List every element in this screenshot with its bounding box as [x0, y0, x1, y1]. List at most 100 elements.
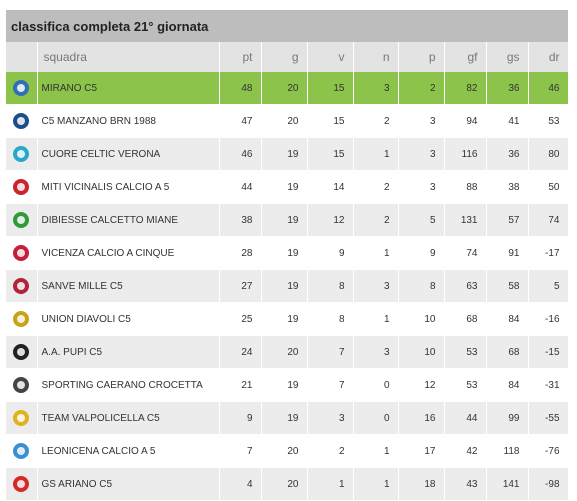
cell-n: 3 — [353, 335, 399, 369]
cell-n: 2 — [353, 104, 399, 138]
table-row[interactable]: MITI VICINALIS CALCIO A 5 44 19 14 2 3 88 38 50 — [6, 170, 569, 204]
cell-n: 2 — [353, 203, 399, 237]
cell-g: 19 — [261, 170, 308, 204]
cell-gs: 36 — [486, 137, 529, 171]
dibiesse-logo-icon — [13, 212, 30, 228]
team-logo-cell — [6, 368, 38, 402]
table-header-row: squadra pt g v n p gf gs dr — [6, 42, 569, 72]
vicenza-logo-icon — [13, 245, 30, 261]
mirano-logo-icon — [13, 80, 30, 96]
celtic-logo-icon — [13, 146, 30, 162]
table-row[interactable]: DIBIESSE CALCETTO MIANE 38 19 12 2 5 131 57 74 — [6, 203, 569, 237]
table-row[interactable]: MIRANO C5 48 20 15 3 2 82 36 46 — [6, 72, 569, 105]
cell-gs: 57 — [486, 203, 529, 237]
cell-gf: 43 — [444, 467, 487, 501]
cell-v: 15 — [307, 72, 354, 105]
team-name[interactable]: UNION DIAVOLI C5 — [37, 302, 220, 336]
table-row[interactable]: TEAM VALPOLICELLA C5 9 19 3 0 16 44 99 -55 — [6, 401, 569, 435]
cell-g: 19 — [261, 236, 308, 270]
cell-gf: 116 — [444, 137, 487, 171]
diavoli-logo-icon — [13, 311, 30, 327]
header-g[interactable]: g — [261, 42, 308, 72]
standings-body: MIRANO C5 48 20 15 3 2 82 36 46 C5 MANZANO BRN 19… — [6, 72, 569, 501]
cell-pt: 24 — [219, 335, 262, 369]
team-logo-cell — [6, 72, 38, 105]
header-p[interactable]: p — [398, 42, 445, 72]
cell-pt: 21 — [219, 368, 262, 402]
cell-v: 7 — [307, 335, 354, 369]
cell-v: 8 — [307, 269, 354, 303]
cell-g: 20 — [261, 335, 308, 369]
team-name[interactable]: TEAM VALPOLICELLA C5 — [37, 401, 220, 435]
cell-g: 20 — [261, 434, 308, 468]
standings-title-bar: classifica completa 21° giornata — [6, 10, 568, 42]
cell-gf: 131 — [444, 203, 487, 237]
cell-gs: 84 — [486, 302, 529, 336]
table-row[interactable]: C5 MANZANO BRN 1988 47 20 15 2 3 94 41 53 — [6, 104, 569, 138]
cell-pt: 25 — [219, 302, 262, 336]
cell-gs: 141 — [486, 467, 529, 501]
cell-n: 0 — [353, 401, 399, 435]
cell-gf: 53 — [444, 368, 487, 402]
cell-v: 2 — [307, 434, 354, 468]
team-logo-cell — [6, 236, 38, 270]
header-gf[interactable]: gf — [444, 42, 487, 72]
header-v[interactable]: v — [307, 42, 354, 72]
cell-gf: 42 — [444, 434, 487, 468]
header-pt[interactable]: pt — [219, 42, 262, 72]
valpolicella-logo-icon — [13, 410, 30, 426]
cell-dr: -31 — [528, 368, 569, 402]
header-gs[interactable]: gs — [486, 42, 529, 72]
table-row[interactable]: SPORTING CAERANO CROCETTA 21 19 7 0 12 53 84 -31 — [6, 368, 569, 402]
cell-n: 0 — [353, 368, 399, 402]
cell-v: 7 — [307, 368, 354, 402]
team-name[interactable]: LEONICENA CALCIO A 5 — [37, 434, 220, 468]
cell-g: 19 — [261, 302, 308, 336]
team-name[interactable]: GS ARIANO C5 — [37, 467, 220, 501]
table-row[interactable]: GS ARIANO C5 4 20 1 1 18 43 141 -98 — [6, 467, 569, 501]
pupi-logo-icon — [13, 344, 30, 360]
team-name[interactable]: DIBIESSE CALCETTO MIANE — [37, 203, 220, 237]
standings-panel: classifica completa 21° giornata squadra… — [6, 10, 569, 501]
team-logo-cell — [6, 104, 38, 138]
cell-pt: 48 — [219, 72, 262, 105]
table-row[interactable]: A.A. PUPI C5 24 20 7 3 10 53 68 -15 — [6, 335, 569, 369]
table-row[interactable]: LEONICENA CALCIO A 5 7 20 2 1 17 42 118 -76 — [6, 434, 569, 468]
header-dr[interactable]: dr — [528, 42, 569, 72]
sporting-logo-icon — [13, 377, 30, 393]
team-logo-cell — [6, 203, 38, 237]
table-row[interactable]: SANVE MILLE C5 27 19 8 3 8 63 58 5 — [6, 269, 569, 303]
team-name[interactable]: SPORTING CAERANO CROCETTA — [37, 368, 220, 402]
miti-logo-icon — [13, 179, 30, 195]
team-name[interactable]: CUORE CELTIC VERONA — [37, 137, 220, 171]
cell-gs: 118 — [486, 434, 529, 468]
cell-gf: 63 — [444, 269, 487, 303]
team-name[interactable]: VICENZA CALCIO A CINQUE — [37, 236, 220, 270]
leonicena-logo-icon — [13, 443, 30, 459]
header-team[interactable]: squadra — [37, 42, 220, 72]
header-n[interactable]: n — [353, 42, 399, 72]
cell-v: 1 — [307, 467, 354, 501]
cell-gs: 91 — [486, 236, 529, 270]
cell-gs: 36 — [486, 72, 529, 105]
standings-table: squadra pt g v n p gf gs dr MIRANO C5 48 2… — [6, 42, 569, 501]
table-row[interactable]: UNION DIAVOLI C5 25 19 8 1 10 68 84 -16 — [6, 302, 569, 336]
cell-p: 10 — [398, 335, 445, 369]
cell-v: 14 — [307, 170, 354, 204]
cell-p: 18 — [398, 467, 445, 501]
team-name[interactable]: C5 MANZANO BRN 1988 — [37, 104, 220, 138]
cell-p: 9 — [398, 236, 445, 270]
team-name[interactable]: MITI VICINALIS CALCIO A 5 — [37, 170, 220, 204]
table-row[interactable]: VICENZA CALCIO A CINQUE 28 19 9 1 9 74 91 -17 — [6, 236, 569, 270]
team-logo-cell — [6, 467, 38, 501]
team-name[interactable]: SANVE MILLE C5 — [37, 269, 220, 303]
table-row[interactable]: CUORE CELTIC VERONA 46 19 15 1 3 116 36 80 — [6, 137, 569, 171]
team-name[interactable]: A.A. PUPI C5 — [37, 335, 220, 369]
sanve-logo-icon — [13, 278, 30, 294]
cell-gf: 88 — [444, 170, 487, 204]
cell-g: 19 — [261, 401, 308, 435]
manzano-logo-icon — [13, 113, 30, 129]
cell-dr: 46 — [528, 72, 569, 105]
team-name[interactable]: MIRANO C5 — [37, 72, 220, 105]
cell-gf: 53 — [444, 335, 487, 369]
